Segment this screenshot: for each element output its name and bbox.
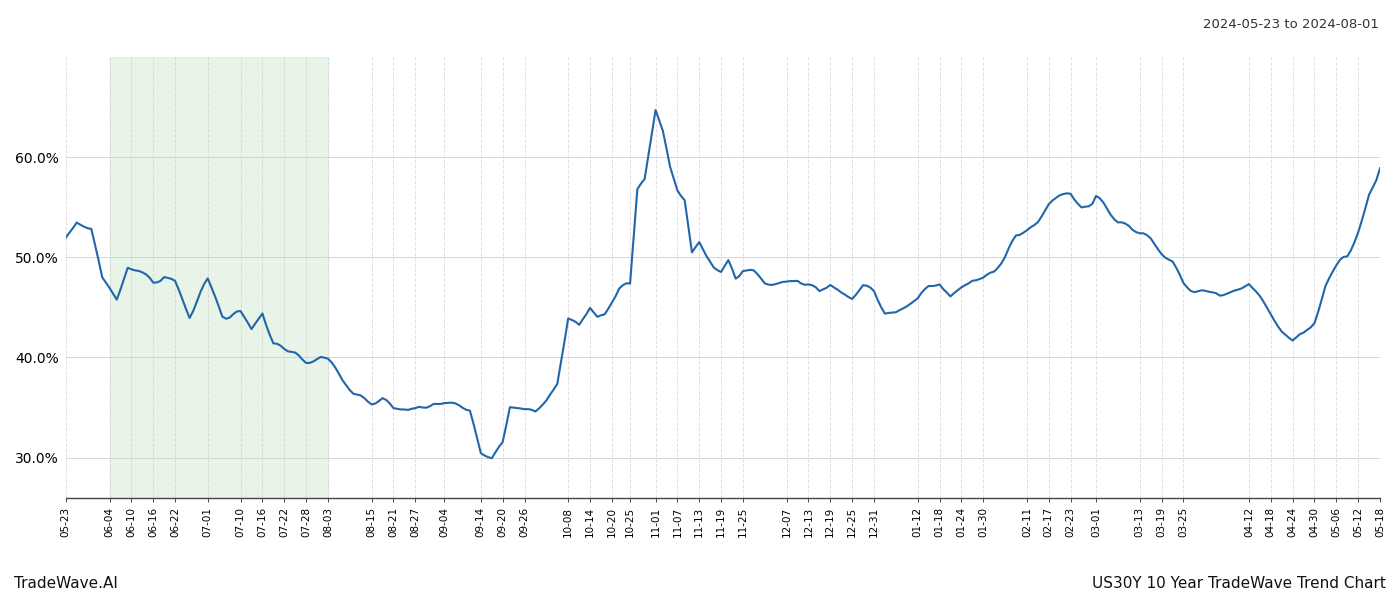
Text: TradeWave.AI: TradeWave.AI (14, 576, 118, 591)
Bar (109, 57, 328, 498)
Text: US30Y 10 Year TradeWave Trend Chart: US30Y 10 Year TradeWave Trend Chart (1092, 576, 1386, 591)
Text: 2024-05-23 to 2024-08-01: 2024-05-23 to 2024-08-01 (1203, 18, 1379, 31)
